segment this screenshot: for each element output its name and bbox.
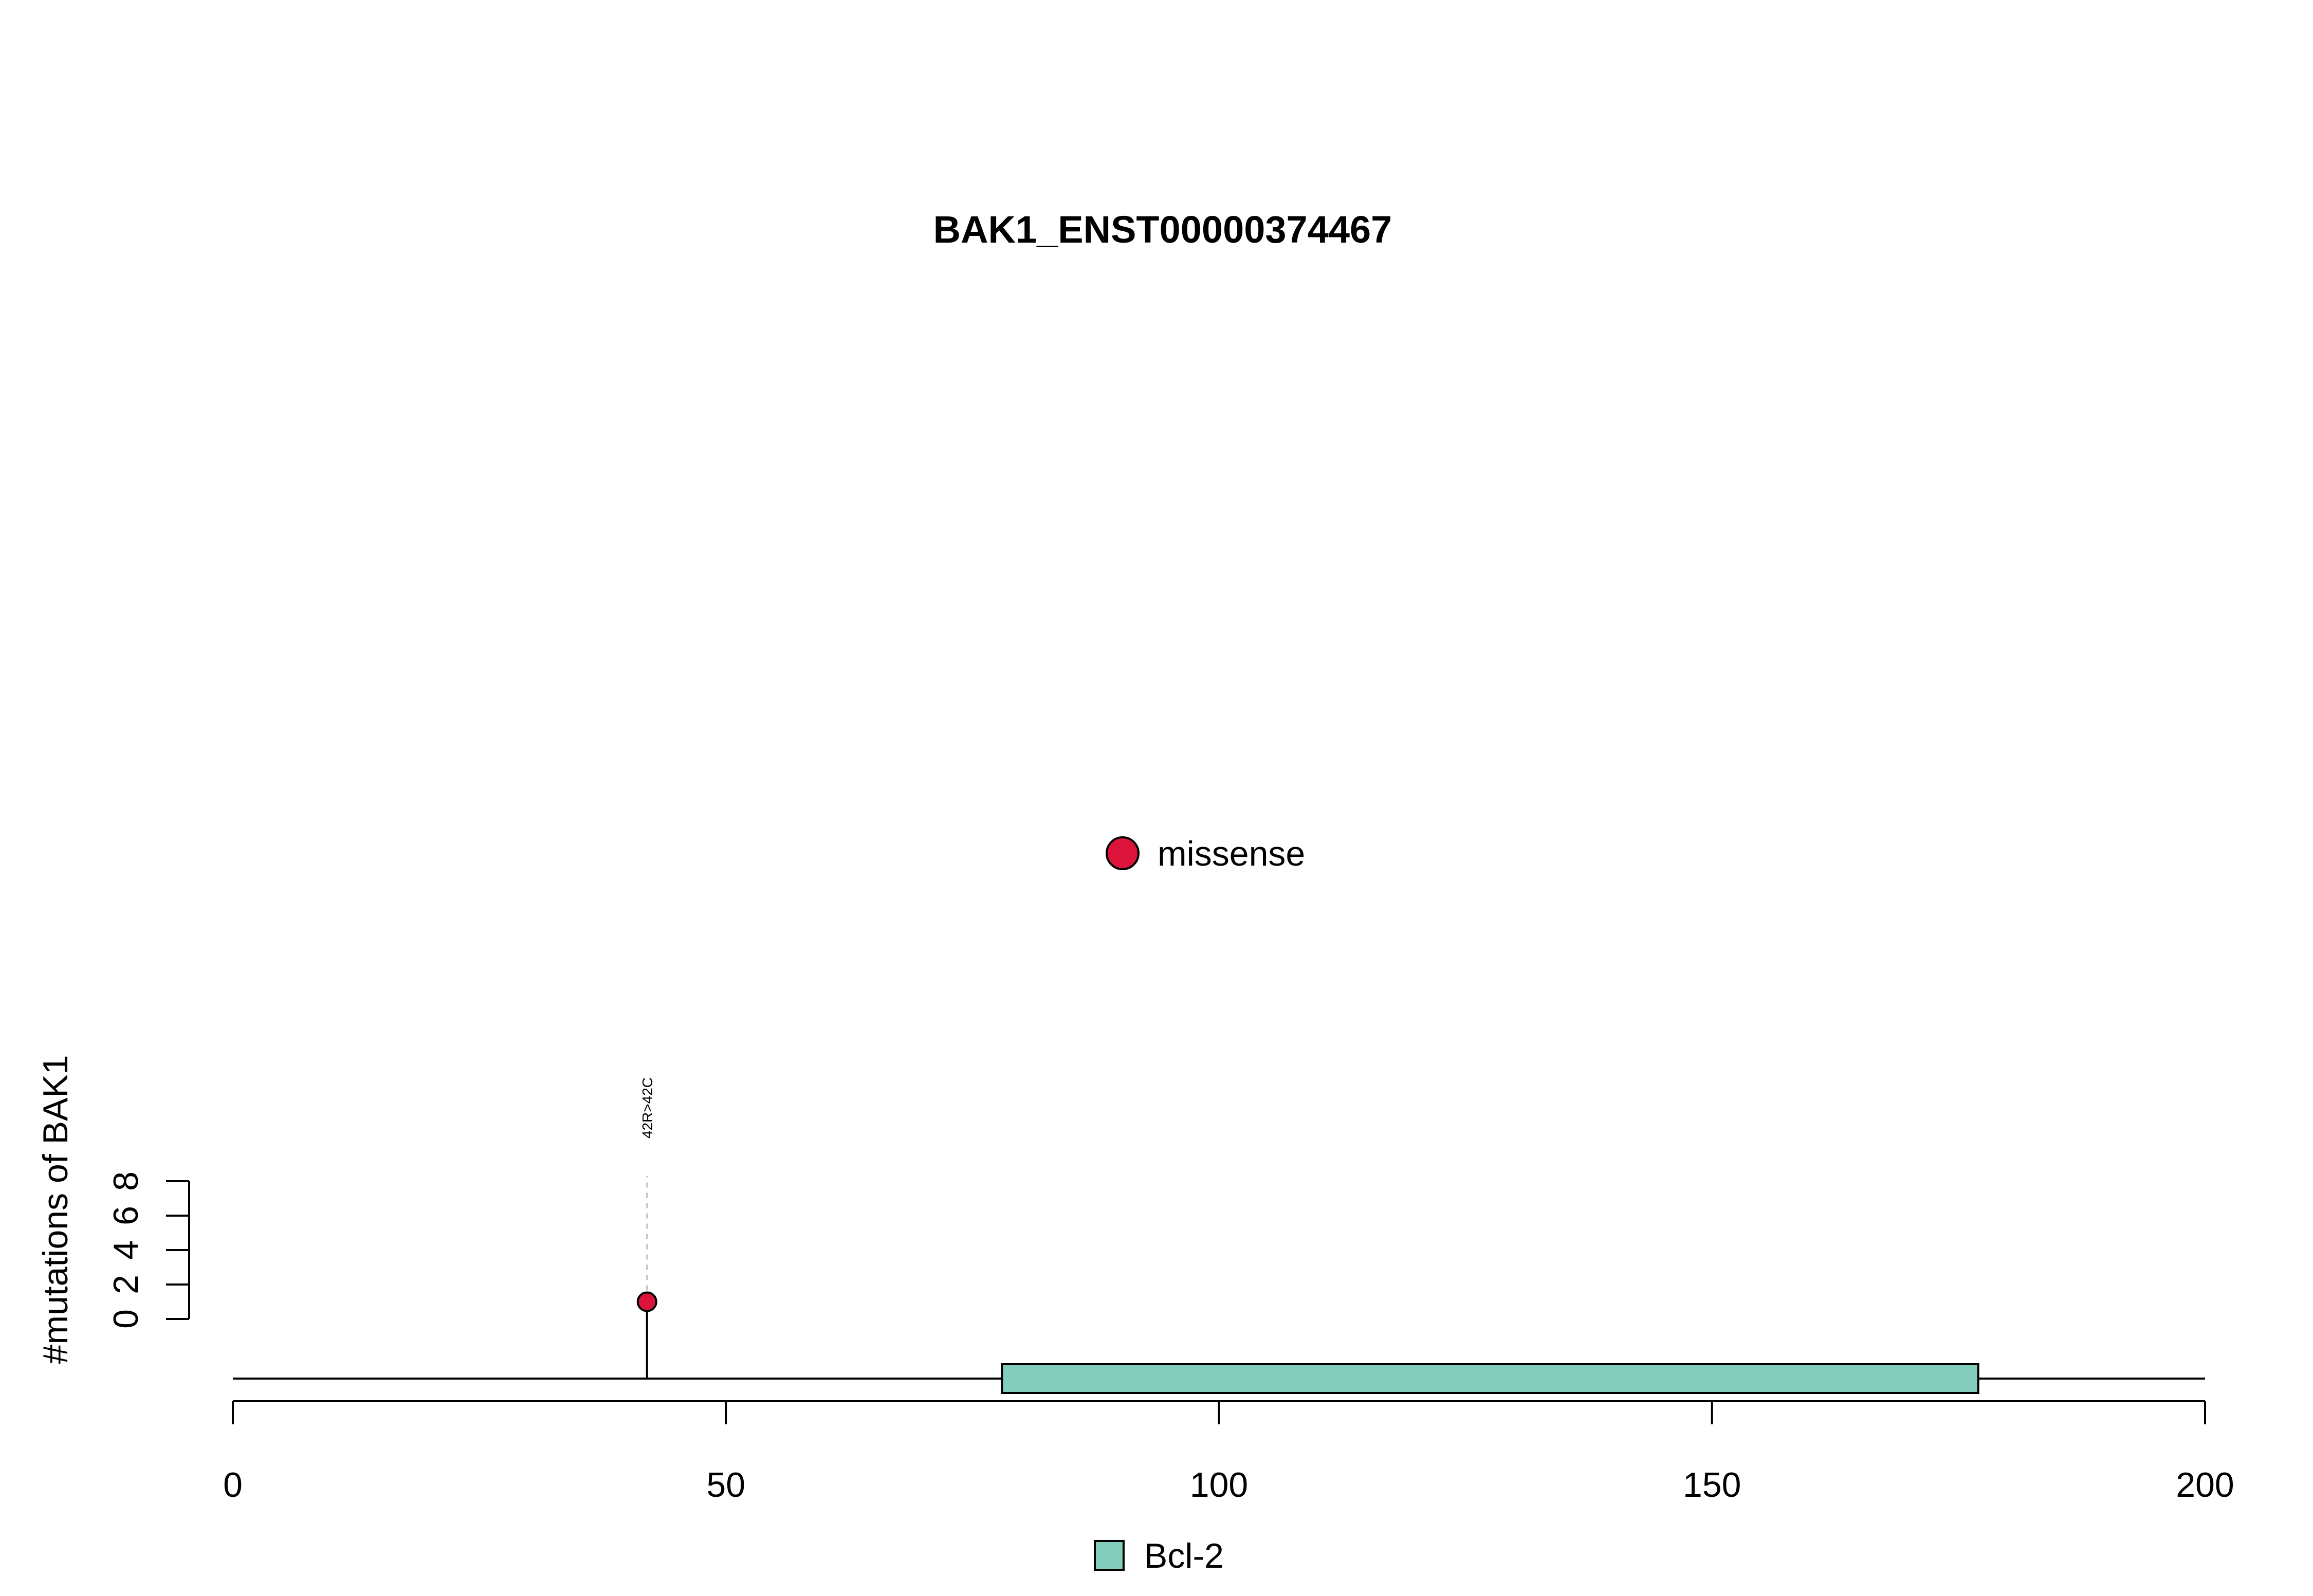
x-tick-label-200: 200 (2176, 1465, 2234, 1505)
x-tick-label-150: 150 (1683, 1465, 1741, 1505)
domain-legend: Bcl-2 (1094, 1536, 1224, 1575)
lollipop-label-42R>42C: 42R>42C (639, 1077, 655, 1139)
chart-title: BAK1_ENST00000374467 (933, 208, 1392, 251)
domain-legend-label-Bcl-2: Bcl-2 (1144, 1536, 1224, 1575)
y-tick-label-2: 2 (106, 1275, 145, 1294)
legend-marker-missense (1106, 836, 1140, 870)
y-tick-label-8: 8 (106, 1171, 145, 1191)
mutation-legend: missense (1106, 834, 1305, 873)
domain-Bcl-2 (1001, 1363, 1979, 1394)
x-tick-label-50: 50 (706, 1465, 745, 1505)
legend-label-missense: missense (1158, 834, 1305, 873)
y-axis: 0 2 4 6 8 (106, 1171, 190, 1329)
mutation-lollipops: 42R>42C (636, 1077, 657, 1379)
y-tick-label-6: 6 (106, 1206, 145, 1225)
domain-legend-swatch-Bcl-2 (1094, 1540, 1125, 1571)
x-axis: 0 50 100 150 200 (223, 1400, 2234, 1505)
lollipop-head-42R>42C (636, 1291, 657, 1312)
x-tick-label-100: 100 (1190, 1465, 1248, 1505)
y-axis-label: #mutations of BAK1 (36, 1055, 75, 1364)
protein-track (233, 1363, 2205, 1394)
y-tick-label-0: 0 (106, 1309, 145, 1329)
y-tick-label-4: 4 (106, 1240, 145, 1260)
x-tick-label-0: 0 (223, 1465, 243, 1505)
